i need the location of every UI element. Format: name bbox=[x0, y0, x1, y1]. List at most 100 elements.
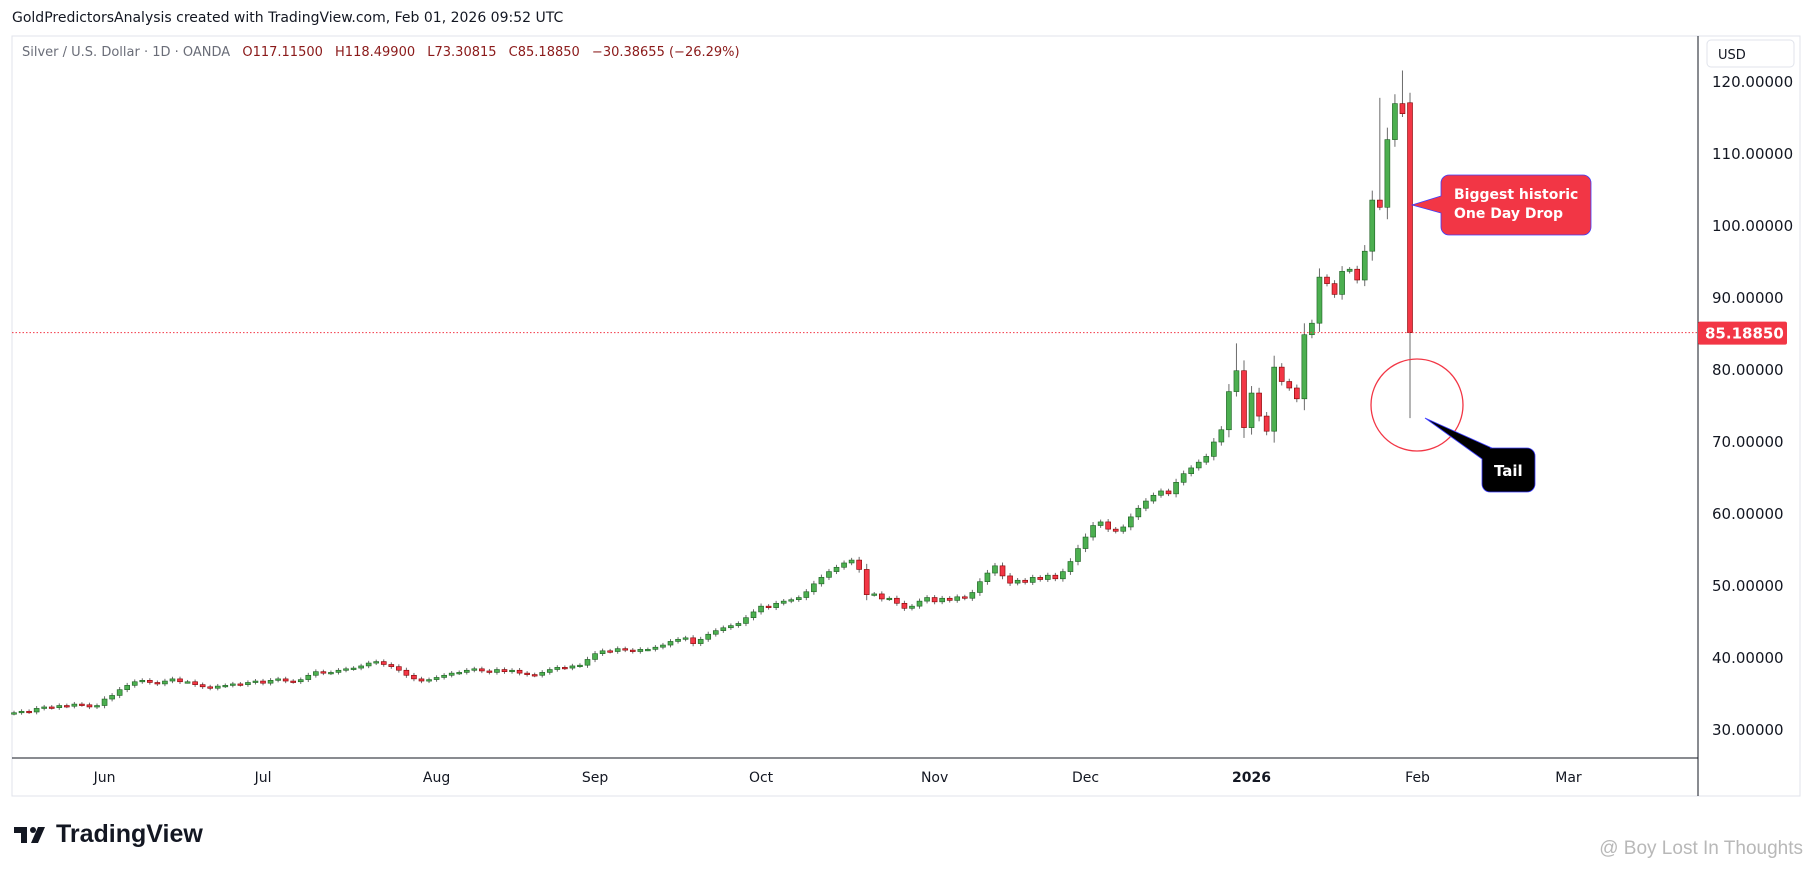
candle bbox=[826, 568, 832, 581]
candle-body-down bbox=[479, 668, 485, 672]
candle bbox=[924, 595, 930, 604]
candle bbox=[1263, 412, 1270, 436]
candle bbox=[245, 680, 251, 687]
candle bbox=[214, 683, 221, 691]
candle-body-up bbox=[539, 672, 546, 676]
currency-button[interactable] bbox=[1706, 39, 1795, 68]
candle bbox=[992, 562, 998, 576]
candle-body-down bbox=[607, 650, 613, 653]
candle-body-up bbox=[1339, 271, 1345, 295]
candle bbox=[1278, 363, 1285, 386]
candle-body-down bbox=[629, 649, 636, 652]
price-tick-label: 70.00000 bbox=[1712, 433, 1784, 451]
candle-body-down bbox=[1256, 392, 1262, 417]
price-axis[interactable]: 30.00000 40.00000 50.00000 60.00000 70.00000… bbox=[1712, 73, 1793, 739]
candle-body-up bbox=[184, 681, 191, 684]
candle bbox=[207, 684, 213, 691]
candle bbox=[750, 609, 757, 621]
candle bbox=[380, 659, 387, 667]
candle-body-up bbox=[275, 678, 281, 681]
candle-body-up bbox=[554, 667, 561, 670]
candle bbox=[811, 580, 817, 595]
candle bbox=[1248, 386, 1255, 435]
candle bbox=[260, 678, 266, 686]
candle-body-down bbox=[863, 569, 870, 595]
candle bbox=[1218, 426, 1225, 446]
candle bbox=[426, 677, 432, 684]
candle bbox=[1384, 127, 1391, 220]
candle bbox=[64, 703, 70, 709]
candle-body-up bbox=[456, 672, 463, 675]
legend-low: L73.30815 bbox=[427, 45, 497, 60]
candle-body-up bbox=[252, 680, 259, 683]
candle bbox=[818, 574, 825, 587]
candle-body-down bbox=[48, 706, 55, 709]
candle-body-up bbox=[652, 646, 659, 650]
time-axis[interactable]: Jun Jul Aug Sep Oct Nov Dec 2026 Feb Mar bbox=[93, 770, 1582, 786]
candle-body-up bbox=[697, 638, 704, 644]
candle bbox=[516, 668, 523, 676]
candle bbox=[418, 676, 425, 684]
candle-body-down bbox=[1294, 387, 1300, 400]
candle bbox=[1112, 526, 1119, 534]
candle bbox=[305, 672, 312, 683]
candle bbox=[1135, 505, 1142, 520]
candle bbox=[177, 676, 183, 684]
chart-frame bbox=[11, 35, 1801, 797]
candle bbox=[320, 669, 327, 676]
candle-body-down bbox=[154, 682, 161, 685]
candle-body-down bbox=[1022, 579, 1028, 583]
time-tick-label: Nov bbox=[921, 770, 948, 786]
candle-body-down bbox=[1407, 102, 1413, 333]
candle bbox=[720, 625, 727, 633]
candle-body-up bbox=[1014, 579, 1021, 584]
symbol-name[interactable]: Silver / U.S. Dollar · 1D · OANDA bbox=[22, 45, 231, 60]
candle-body-down bbox=[86, 704, 93, 708]
candle-body-up bbox=[18, 710, 25, 714]
candle bbox=[448, 670, 455, 678]
candle bbox=[1399, 70, 1406, 117]
candle bbox=[11, 710, 17, 716]
candle bbox=[1324, 274, 1330, 287]
candle-body-down bbox=[562, 667, 568, 670]
candle-body-up bbox=[569, 665, 576, 669]
tradingview-logo[interactable]: TradingView bbox=[14, 820, 203, 849]
candle bbox=[1180, 470, 1187, 486]
candle bbox=[71, 701, 78, 709]
candle bbox=[1316, 268, 1323, 332]
candle-body-up bbox=[1082, 536, 1089, 549]
candle bbox=[479, 666, 485, 674]
candle-body-down bbox=[622, 648, 629, 651]
drop-callout-line1: Biggest historic bbox=[1454, 187, 1578, 203]
candle-body-down bbox=[380, 661, 387, 665]
candle-body-down bbox=[411, 674, 417, 680]
candle bbox=[871, 592, 878, 597]
candle-body-down bbox=[501, 669, 508, 672]
time-tick-label: Mar bbox=[1555, 770, 1582, 786]
candle-body-up bbox=[743, 617, 749, 624]
candle-body-down bbox=[1331, 283, 1338, 295]
candle bbox=[569, 663, 576, 671]
candle-body-up bbox=[584, 659, 591, 666]
candle bbox=[1286, 378, 1293, 391]
candle-body-up bbox=[758, 605, 764, 613]
candle-body-down bbox=[1007, 575, 1013, 584]
candle bbox=[682, 635, 689, 642]
symbol-legend: Silver / U.S. Dollar · 1D · OANDA O117.1… bbox=[22, 45, 740, 60]
candle-body-up bbox=[1384, 139, 1391, 208]
candle bbox=[1233, 343, 1240, 397]
candle-body-up bbox=[577, 664, 583, 668]
candle bbox=[328, 670, 334, 676]
candle-body-up bbox=[441, 674, 447, 678]
candle bbox=[282, 676, 289, 684]
candle bbox=[1060, 568, 1066, 582]
candle bbox=[999, 562, 1006, 580]
candle bbox=[1195, 459, 1202, 471]
candle bbox=[1301, 323, 1308, 411]
candle-body-down bbox=[1105, 521, 1111, 530]
price-tick-label: 110.00000 bbox=[1712, 145, 1793, 163]
candle bbox=[788, 597, 795, 604]
candle-body-up bbox=[924, 597, 930, 602]
candle bbox=[743, 615, 749, 627]
